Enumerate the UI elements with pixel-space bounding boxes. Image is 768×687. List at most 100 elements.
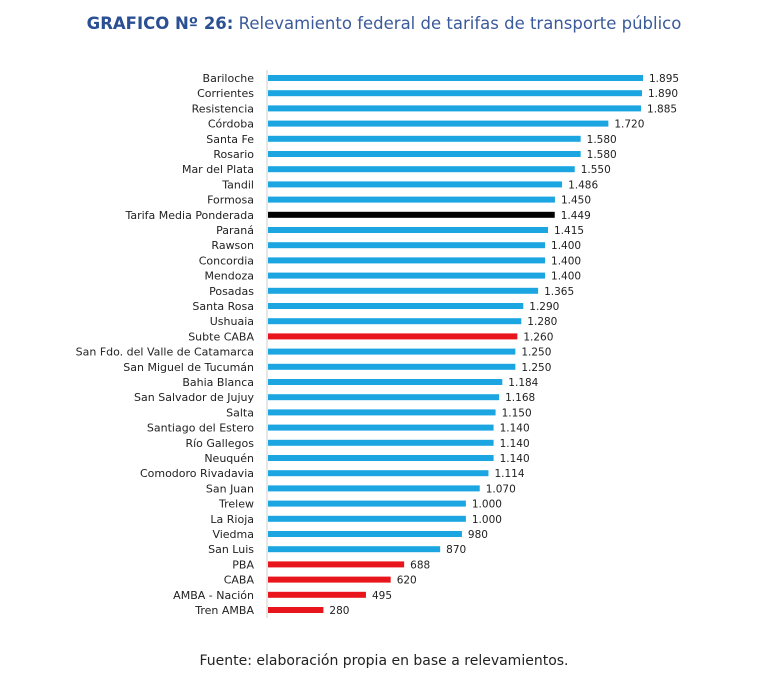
category-label: Tandil xyxy=(221,178,254,191)
chart-title: GRAFICO Nº 26: Relevamiento federal de t… xyxy=(0,14,768,33)
bar xyxy=(268,439,494,446)
category-label: Rawson xyxy=(211,239,254,252)
category-label: San Miguel de Tucumán xyxy=(123,361,254,374)
category-label: Santa Rosa xyxy=(192,300,254,313)
chart-number: GRAFICO Nº 26: xyxy=(86,14,234,33)
category-label: Corrientes xyxy=(197,87,254,100)
bar xyxy=(268,409,496,416)
value-label: 980 xyxy=(468,529,488,541)
bar xyxy=(268,591,366,598)
bar xyxy=(268,485,480,492)
value-label: 1.580 xyxy=(587,149,617,161)
category-label: Mendoza xyxy=(205,270,254,283)
category-label: Córdoba xyxy=(208,118,254,131)
value-label: 1.140 xyxy=(500,453,530,465)
value-label: 1.720 xyxy=(614,119,644,131)
value-label: 1.140 xyxy=(500,423,530,435)
value-label: 870 xyxy=(446,544,466,556)
category-label: Tarifa Media Ponderada xyxy=(124,209,254,222)
bar xyxy=(268,135,581,142)
category-label: Mar del Plata xyxy=(182,163,254,176)
value-label: 1.280 xyxy=(527,316,557,328)
category-label: Paraná xyxy=(216,224,254,237)
category-label: Resistencia xyxy=(192,102,254,115)
bar xyxy=(268,424,494,431)
value-label: 1.114 xyxy=(494,468,524,480)
bar xyxy=(268,561,405,568)
value-label: 1.400 xyxy=(551,271,581,283)
category-label: San Luis xyxy=(208,543,254,556)
bar xyxy=(268,196,555,203)
value-label: 1.486 xyxy=(568,179,598,191)
category-label: PBA xyxy=(232,558,254,571)
bar xyxy=(268,318,522,325)
value-label: 620 xyxy=(397,575,417,587)
category-label: Salta xyxy=(226,406,254,419)
bar xyxy=(268,500,466,507)
bar xyxy=(268,546,441,553)
bar xyxy=(268,515,466,522)
bar xyxy=(268,287,539,294)
value-label: 280 xyxy=(329,605,349,617)
category-label: Bahia Blanca xyxy=(182,376,254,389)
category-label: Neuquén xyxy=(204,452,254,465)
category-label: Formosa xyxy=(207,194,254,207)
value-label: 1.290 xyxy=(529,301,559,313)
category-label: San Juan xyxy=(206,482,254,495)
bar xyxy=(268,120,609,127)
bar xyxy=(268,227,549,233)
value-label: 1.070 xyxy=(486,483,516,495)
value-label: 1.250 xyxy=(521,362,551,374)
bar xyxy=(268,333,518,340)
value-label: 1.415 xyxy=(554,225,584,237)
category-label: Viedma xyxy=(212,528,254,541)
category-label: Santiago del Estero xyxy=(147,422,254,435)
bar xyxy=(268,303,524,309)
bar xyxy=(268,242,546,249)
category-label: La Rioja xyxy=(210,513,254,526)
category-label: Río Gallegos xyxy=(185,437,254,450)
bar xyxy=(268,394,500,401)
value-label: 1.365 xyxy=(544,286,574,298)
category-label: AMBA - Nación xyxy=(173,589,254,602)
category-label: Ushuaia xyxy=(210,315,254,328)
category-label: Posadas xyxy=(209,285,254,298)
bar xyxy=(268,531,462,537)
value-label: 1.450 xyxy=(561,195,591,207)
category-label: San Salvador de Jujuy xyxy=(134,391,254,404)
value-label: 1.895 xyxy=(649,73,679,85)
category-label: Rosario xyxy=(213,148,254,161)
value-label: 1.580 xyxy=(587,134,617,146)
value-label: 1.885 xyxy=(647,103,677,115)
bar xyxy=(268,607,324,613)
category-label: Santa Fe xyxy=(206,133,254,146)
category-label: Bariloche xyxy=(203,72,255,85)
bar xyxy=(268,181,563,188)
value-label: 1.550 xyxy=(581,164,611,176)
value-label: 1.000 xyxy=(472,499,502,511)
bar xyxy=(268,90,643,97)
bar xyxy=(268,105,642,112)
value-label: 688 xyxy=(410,559,430,571)
value-label: 1.140 xyxy=(500,438,530,450)
category-label: San Fdo. del Valle de Catamarca xyxy=(76,346,254,359)
source-note: Fuente: elaboración propia en base a rel… xyxy=(199,653,569,669)
value-label: 1.890 xyxy=(648,88,678,100)
value-label: 1.000 xyxy=(472,514,502,526)
bar xyxy=(268,151,581,157)
bar xyxy=(268,257,546,264)
bar xyxy=(268,379,503,385)
category-label: Concordia xyxy=(199,254,254,267)
bar xyxy=(268,348,516,355)
bar xyxy=(268,576,391,583)
bar xyxy=(268,470,489,477)
bar xyxy=(268,455,494,461)
value-label: 1.150 xyxy=(502,407,532,419)
value-label: 1.400 xyxy=(551,240,581,252)
bar xyxy=(268,75,643,81)
category-label: Tren AMBA xyxy=(194,604,254,617)
value-label: 1.400 xyxy=(551,255,581,267)
value-label: 1.449 xyxy=(561,210,591,222)
bar xyxy=(268,363,516,370)
